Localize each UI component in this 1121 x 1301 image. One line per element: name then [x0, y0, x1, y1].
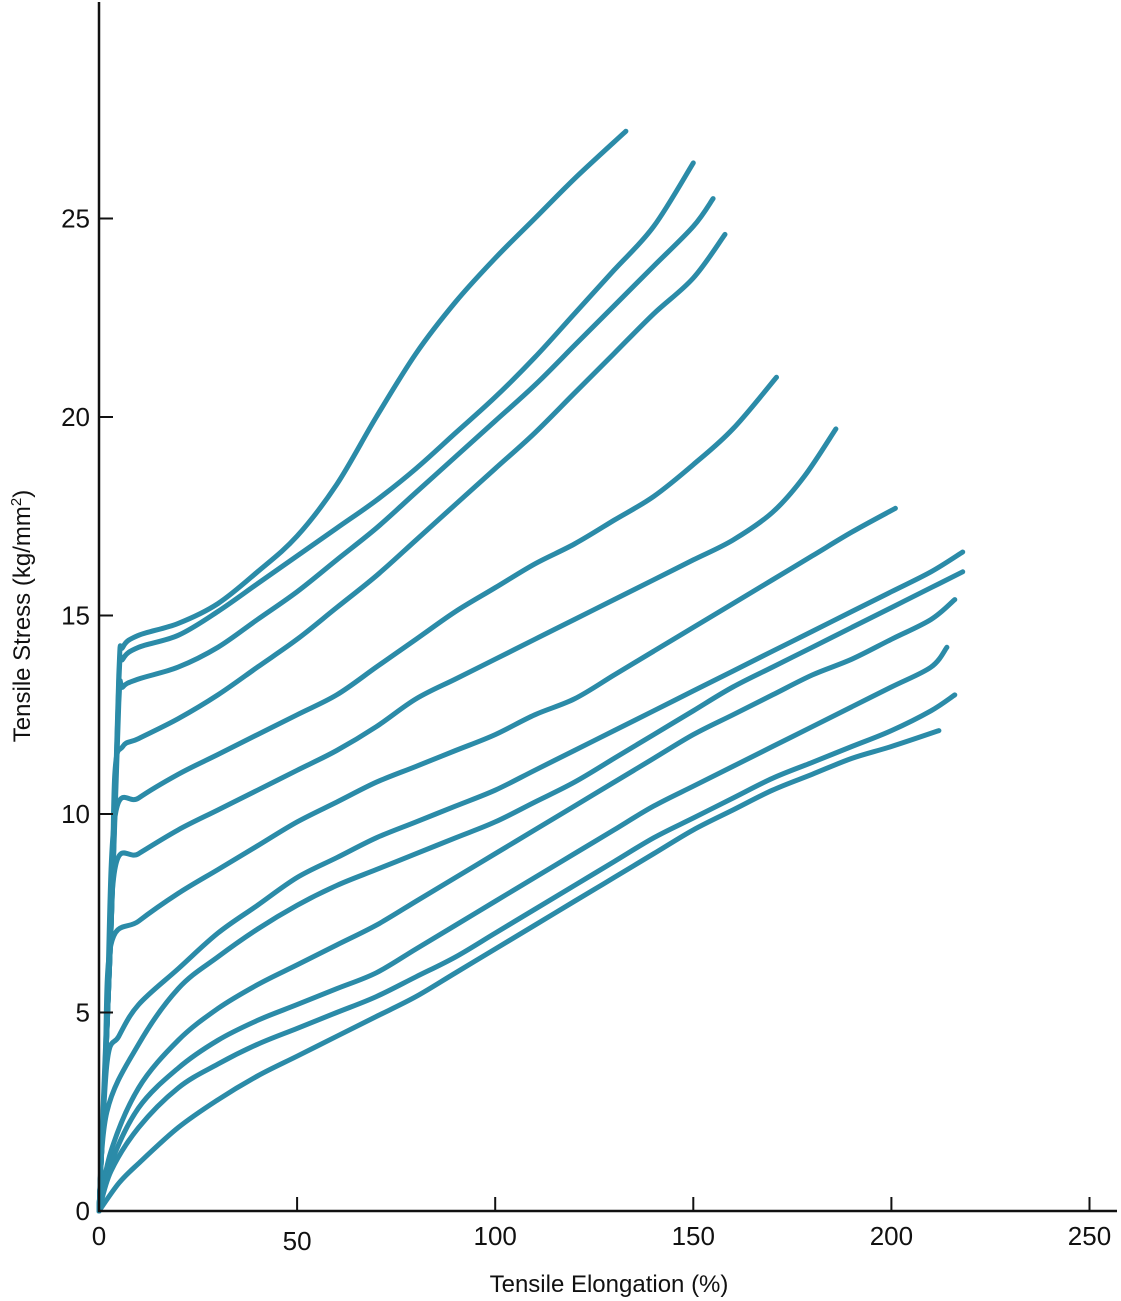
stress-strain-curve-4: [96, 231, 728, 1214]
x-tick-label: 150: [672, 1221, 715, 1251]
stress-strain-curve-5: [96, 374, 779, 1214]
stress-strain-curve-7: [96, 505, 898, 1214]
stress-strain-curve-3: [96, 196, 716, 1214]
y-axis-title: Tensile Stress (kg/mm2): [8, 490, 36, 742]
stress-strain-curve-9: [96, 569, 966, 1214]
stress-strain-curve-10: [96, 597, 958, 1214]
y-tick-label: 25: [61, 204, 90, 234]
x-ticks-group: 0 50 100 150 200 250: [92, 1197, 1111, 1256]
y-axis-title-sup: 2: [8, 498, 25, 506]
x-tick-label: 200: [870, 1221, 913, 1251]
x-tick-label: 0: [92, 1221, 106, 1251]
x-tick-label: 50: [283, 1226, 312, 1256]
y-axis-title-end: ): [9, 490, 36, 498]
stress-strain-curve-1: [96, 128, 629, 1214]
stress-strain-curve-11: [96, 644, 950, 1214]
stress-strain-curve-8: [96, 549, 966, 1214]
x-tick-label: 250: [1068, 1221, 1111, 1251]
stress-strain-curve-6: [96, 426, 839, 1214]
y-ticks-group: 0 5 10 15 20 25: [61, 204, 113, 1226]
stress-strain-curve-2: [96, 160, 696, 1214]
y-tick-label: 20: [61, 402, 90, 432]
stress-strain-curve-12: [96, 692, 958, 1214]
stress-strain-curve-13: [96, 728, 942, 1214]
y-tick-label: 10: [61, 799, 90, 829]
y-axis-title-main: Tensile Stress (kg/mm: [9, 506, 36, 742]
curves-group: [96, 128, 966, 1214]
y-tick-label: 0: [76, 1196, 90, 1226]
x-axis-title: Tensile Elongation (%): [490, 1271, 729, 1298]
x-tick-label: 100: [474, 1221, 517, 1251]
y-tick-label: 5: [76, 998, 90, 1028]
y-tick-label: 15: [61, 601, 90, 631]
